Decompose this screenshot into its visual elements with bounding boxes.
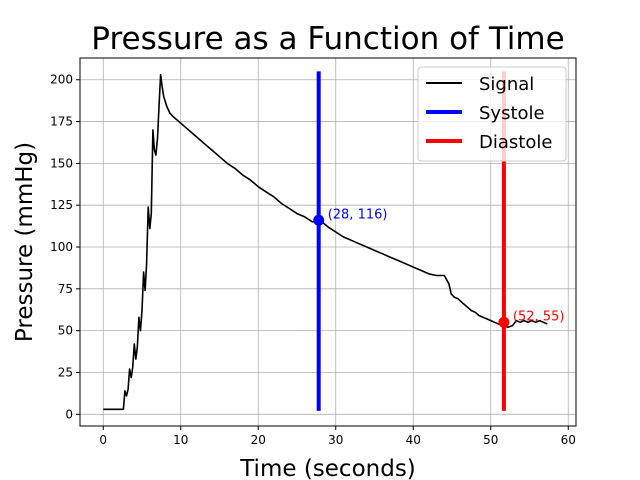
point-label-1: (52, 55)	[513, 309, 565, 324]
annotated-point-1	[498, 316, 510, 328]
series-line-signal	[103, 73, 548, 411]
chart-title: Pressure as a Function of Time	[91, 21, 564, 57]
legend-label-signal: Signal	[479, 74, 534, 95]
y-tick-label: 75	[58, 282, 73, 296]
y-ticks: 0 25 50 75 100 125 150 175 200	[50, 73, 80, 421]
x-tick-label: 60	[561, 433, 576, 447]
x-axis-label: Time (seconds)	[239, 456, 416, 480]
y-tick-label: 25	[58, 365, 73, 379]
y-tick-label: 150	[50, 156, 73, 170]
y-tick-label: 125	[50, 198, 73, 212]
legend: Signal Systole Diastole	[417, 66, 567, 162]
y-tick-label: 175	[50, 115, 73, 129]
x-ticks: 0 10 20 30 40 50 60	[99, 426, 576, 447]
y-tick-label: 50	[58, 324, 73, 338]
x-tick-label: 40	[406, 433, 421, 447]
legend-label-systole: Systole	[479, 103, 545, 124]
y-tick-label: 0	[65, 407, 73, 421]
point-label-0: (28, 116)	[328, 207, 388, 222]
x-tick-label: 0	[99, 433, 107, 447]
legend-box	[417, 66, 567, 162]
y-axis-label: Pressure (mmHg)	[12, 142, 38, 342]
y-tick-label: 100	[50, 240, 73, 254]
annotated-point-0	[313, 214, 325, 226]
plot-frame	[79, 57, 577, 427]
y-tick-label: 200	[50, 73, 73, 87]
annotated-points: (28, 116) (52, 55)	[313, 207, 564, 328]
x-tick-label: 50	[483, 433, 498, 447]
x-tick-label: 10	[173, 433, 188, 447]
legend-label-diastole: Diastole	[479, 132, 552, 153]
x-tick-label: 20	[251, 433, 266, 447]
x-tick-label: 30	[328, 433, 343, 447]
